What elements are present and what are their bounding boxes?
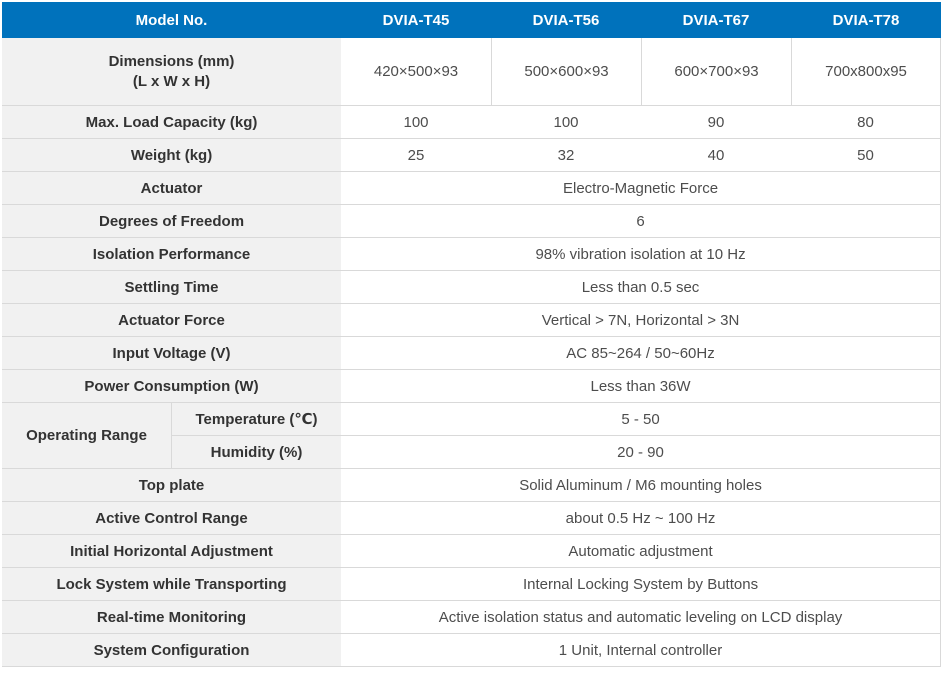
row-label-max-load: Max. Load Capacity (kg) [2, 106, 342, 139]
row-label-active-control-range: Active Control Range [2, 502, 342, 535]
max-load-value-t45: 100 [341, 106, 492, 139]
realtime-monitoring-value: Active isolation status and automatic le… [341, 601, 942, 634]
row-label-power-consumption: Power Consumption (W) [2, 370, 342, 403]
row-label-settling-time: Settling Time [2, 271, 342, 304]
active-control-range-value: about 0.5 Hz ~ 100 Hz [341, 502, 942, 535]
row-degrees-of-freedom: Degrees of Freedom 6 [2, 205, 942, 238]
row-label-system-configuration: System Configuration [2, 634, 342, 667]
row-active-control-range: Active Control Range about 0.5 Hz ~ 100 … [2, 502, 942, 535]
row-settling-time: Settling Time Less than 0.5 sec [2, 271, 942, 304]
initial-horizontal-adjustment-value: Automatic adjustment [341, 535, 942, 568]
header-row: Model No. DVIA-T45 DVIA-T56 DVIA-T67 DVI… [2, 2, 942, 38]
row-dimensions: Dimensions (mm) (L x W x H) 420×500×93 5… [2, 38, 942, 106]
row-top-plate: Top plate Solid Aluminum / M6 mounting h… [2, 469, 942, 502]
dimensions-value-t78: 700x800x95 [791, 38, 942, 106]
row-label-top-plate: Top plate [2, 469, 342, 502]
row-isolation-performance: Isolation Performance 98% vibration isol… [2, 238, 942, 271]
weight-value-t67: 40 [641, 139, 792, 172]
row-label-humidity: Humidity (%) [171, 436, 342, 469]
row-label-temperature: Temperature (℃) [171, 403, 342, 436]
row-label-isolation-performance: Isolation Performance [2, 238, 342, 271]
temperature-value: 5 - 50 [341, 403, 942, 436]
row-actuator-force: Actuator Force Vertical > 7N, Horizontal… [2, 304, 942, 337]
actuator-force-value: Vertical > 7N, Horizontal > 3N [341, 304, 942, 337]
weight-value-t78: 50 [791, 139, 942, 172]
row-input-voltage: Input Voltage (V) AC 85~264 / 50~60Hz [2, 337, 942, 370]
row-label-realtime-monitoring: Real-time Monitoring [2, 601, 342, 634]
row-label-degrees-of-freedom: Degrees of Freedom [2, 205, 342, 238]
header-model-dvia-t78: DVIA-T78 [791, 2, 942, 38]
header-model-dvia-t67: DVIA-T67 [641, 2, 792, 38]
header-model-dvia-t45: DVIA-T45 [341, 2, 492, 38]
row-operating-range-temperature: Operating Range Temperature (℃) 5 - 50 [2, 403, 942, 469]
row-initial-horizontal-adjustment: Initial Horizontal Adjustment Automatic … [2, 535, 942, 568]
dimensions-value-t67: 600×700×93 [641, 38, 792, 106]
row-label-lock-system: Lock System while Transporting [2, 568, 342, 601]
row-power-consumption: Power Consumption (W) Less than 36W [2, 370, 942, 403]
isolation-performance-value: 98% vibration isolation at 10 Hz [341, 238, 942, 271]
weight-value-t56: 32 [491, 139, 642, 172]
header-model-no: Model No. [2, 2, 342, 38]
row-label-initial-horizontal-adjustment: Initial Horizontal Adjustment [2, 535, 342, 568]
row-max-load: Max. Load Capacity (kg) 100 100 90 80 [2, 106, 942, 139]
lock-system-value: Internal Locking System by Buttons [341, 568, 942, 601]
actuator-value: Electro-Magnetic Force [341, 172, 942, 205]
row-realtime-monitoring: Real-time Monitoring Active isolation st… [2, 601, 942, 634]
row-label-dimensions: Dimensions (mm) (L x W x H) [2, 38, 342, 106]
header-model-dvia-t56: DVIA-T56 [491, 2, 642, 38]
max-load-value-t56: 100 [491, 106, 642, 139]
top-plate-value: Solid Aluminum / M6 mounting holes [341, 469, 942, 502]
row-label-weight: Weight (kg) [2, 139, 342, 172]
row-system-configuration: System Configuration 1 Unit, Internal co… [2, 634, 942, 667]
dimensions-label-line1: Dimensions (mm) [108, 52, 235, 70]
row-actuator: Actuator Electro-Magnetic Force [2, 172, 942, 205]
settling-time-value: Less than 0.5 sec [341, 271, 942, 304]
weight-value-t45: 25 [341, 139, 492, 172]
power-consumption-value: Less than 36W [341, 370, 942, 403]
system-configuration-value: 1 Unit, Internal controller [341, 634, 942, 667]
input-voltage-value: AC 85~264 / 50~60Hz [341, 337, 942, 370]
dimensions-value-t45: 420×500×93 [341, 38, 492, 106]
max-load-value-t67: 90 [641, 106, 792, 139]
humidity-value: 20 - 90 [341, 436, 942, 469]
row-label-actuator-force: Actuator Force [2, 304, 342, 337]
degrees-of-freedom-value: 6 [341, 205, 942, 238]
row-label-input-voltage: Input Voltage (V) [2, 337, 342, 370]
dimensions-value-t56: 500×600×93 [491, 38, 642, 106]
dimensions-label-line2: (L x W x H) [132, 72, 211, 90]
row-label-actuator: Actuator [2, 172, 342, 205]
max-load-value-t78: 80 [791, 106, 942, 139]
row-operating-range-humidity: Humidity (%) 20 - 90 [2, 436, 942, 469]
row-lock-system: Lock System while Transporting Internal … [2, 568, 942, 601]
row-label-operating-range: Operating Range [2, 403, 171, 469]
row-weight: Weight (kg) 25 32 40 50 [2, 139, 942, 172]
